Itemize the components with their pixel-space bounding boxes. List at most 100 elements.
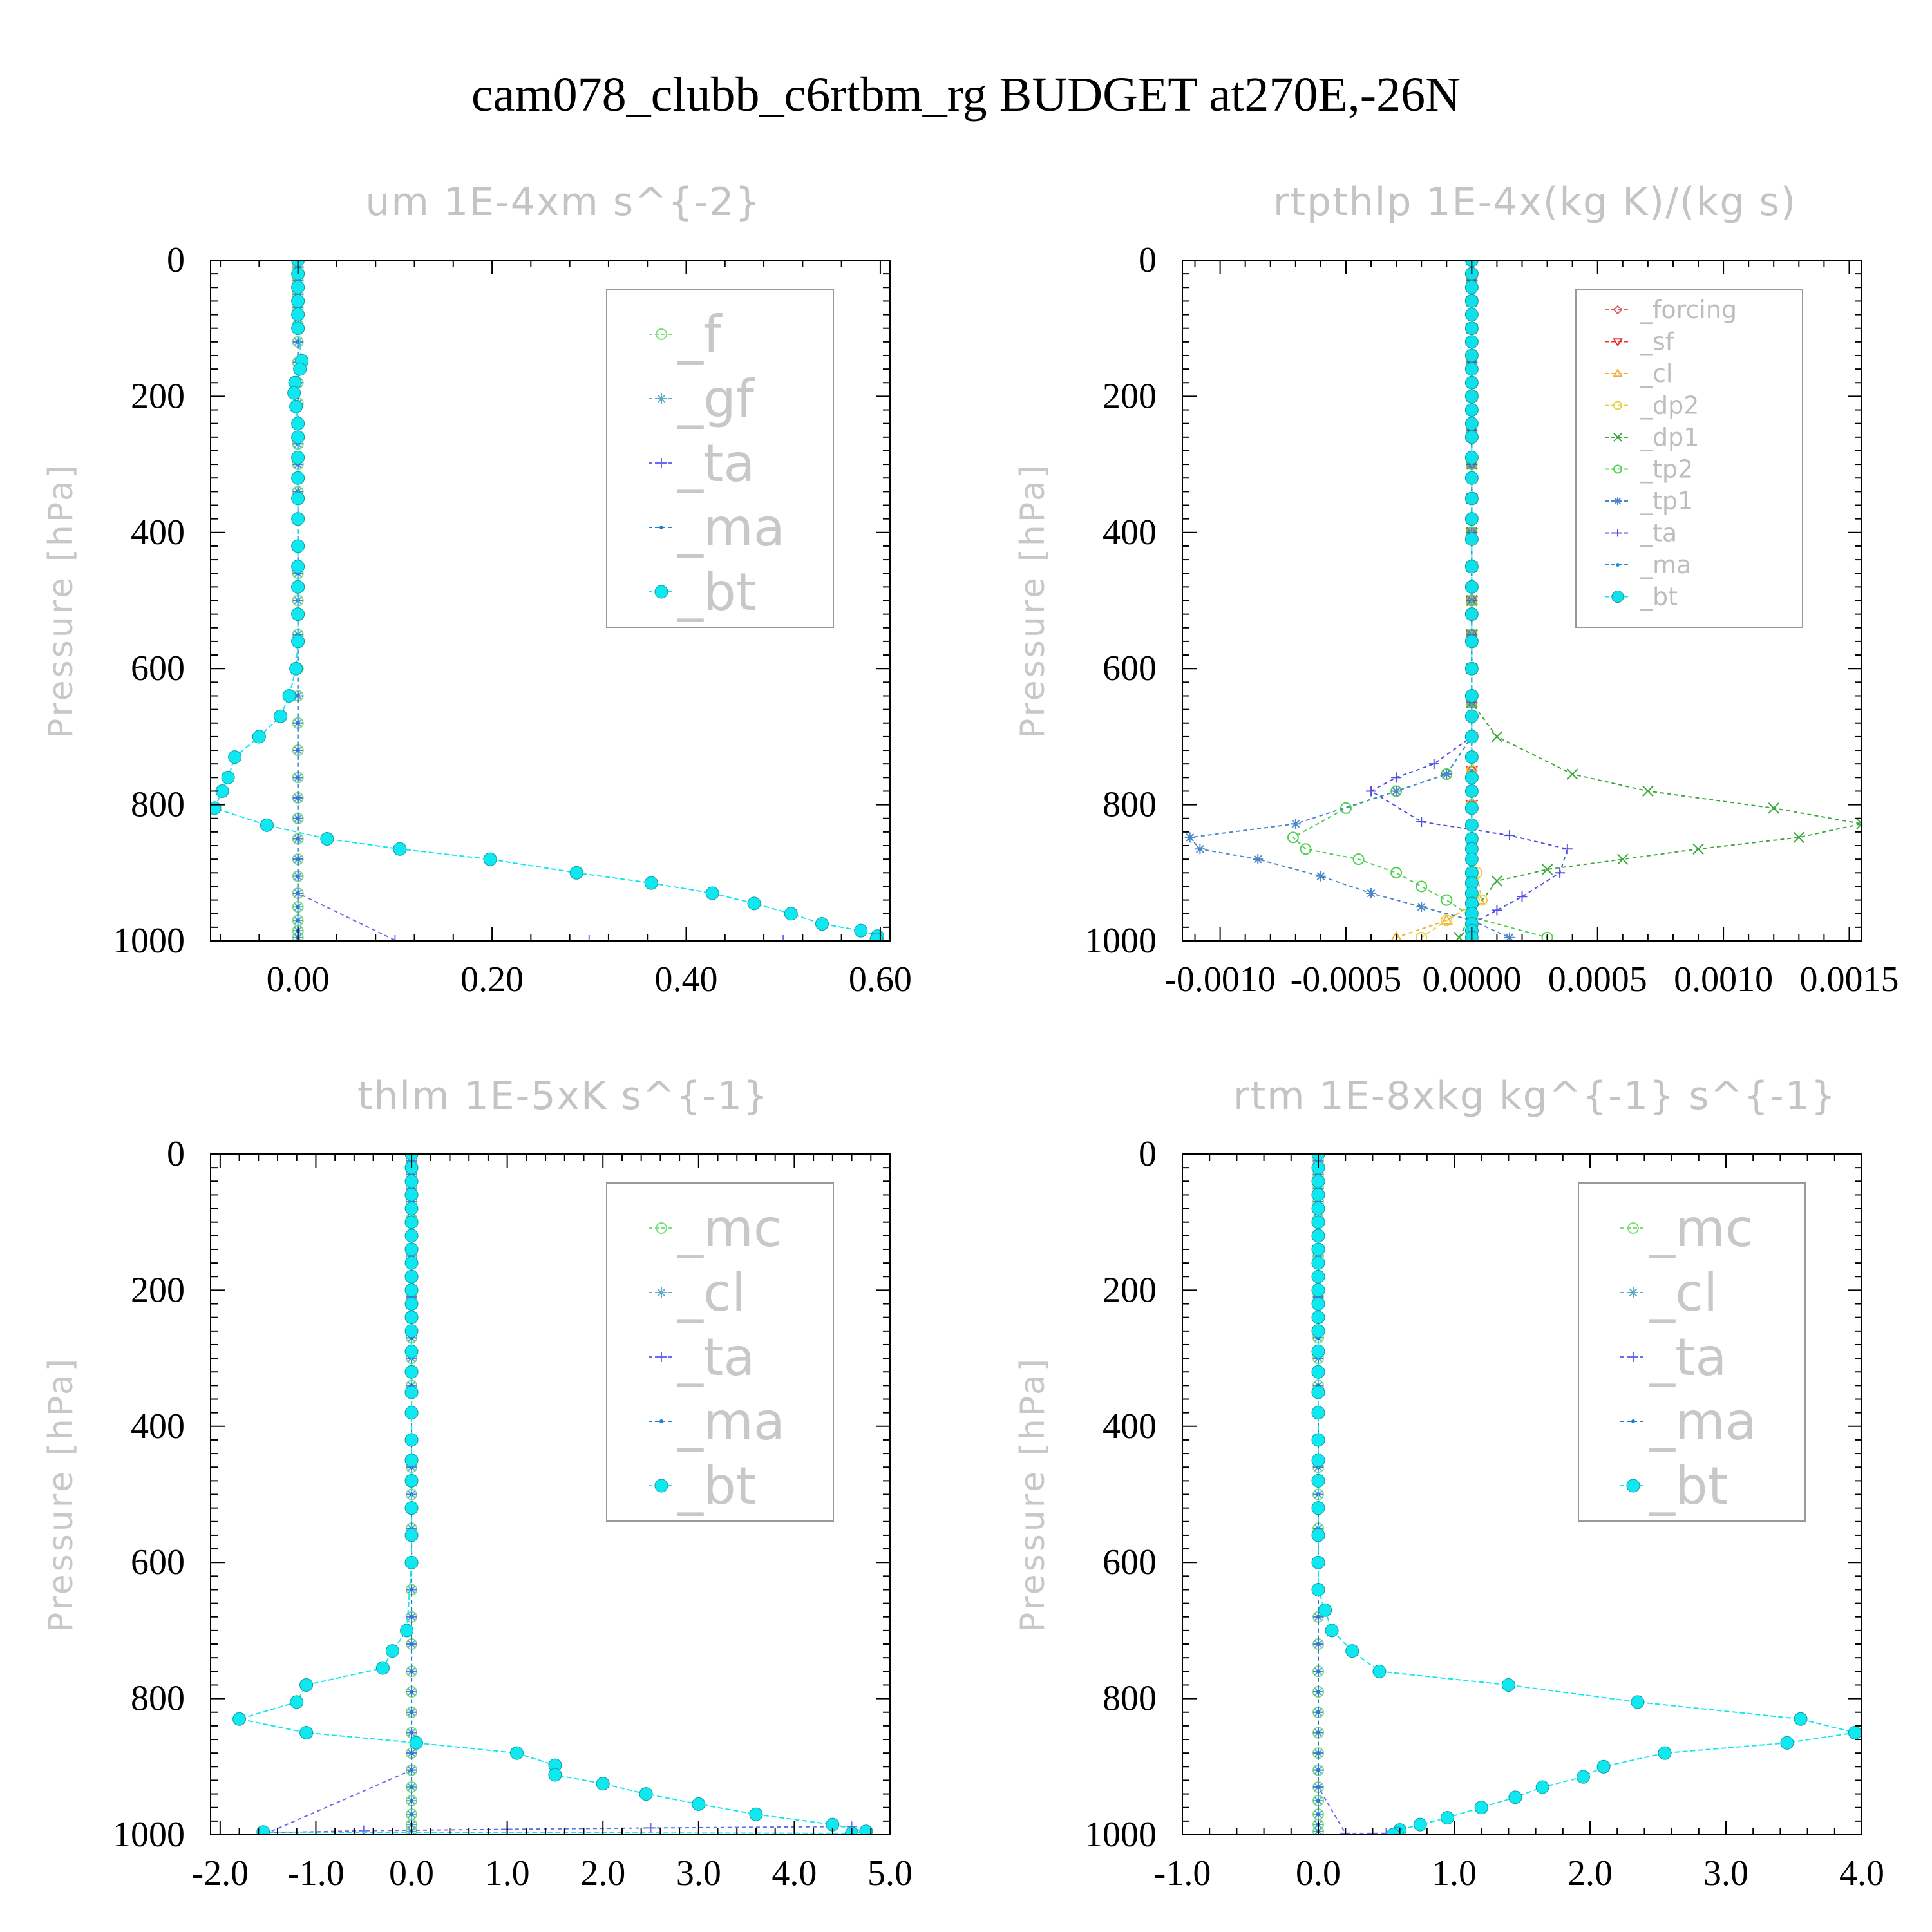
legend-marker (1628, 1287, 1638, 1298)
data-point (299, 1678, 314, 1692)
data-point (1352, 853, 1365, 866)
data-point (404, 1473, 419, 1488)
data-point (1391, 786, 1402, 797)
data-point (1416, 880, 1428, 893)
data-point (815, 917, 829, 931)
legend-label: _ta (1649, 1327, 1727, 1387)
legend-marker (656, 1352, 667, 1362)
y-tick-label: 600 (131, 649, 185, 688)
data-point (290, 1695, 304, 1709)
data-point (1454, 932, 1465, 941)
data-point (291, 417, 305, 431)
data-point (1340, 802, 1352, 814)
data-point (778, 934, 789, 941)
data-point (1474, 1801, 1488, 1815)
data-point (1311, 1365, 1325, 1379)
data-point (404, 1283, 419, 1297)
figure-title: cam078_clubb_c6rtbm_rg BUDGET at270E,-26… (471, 68, 1461, 122)
x-tick-label: -0.0005 (1291, 960, 1402, 999)
data-point (1464, 451, 1479, 465)
panel-3: thlm 1E-5xK s^{-1} Pressure [hPa] 0 200 400 6… (42, 1074, 913, 1893)
data-point (291, 321, 305, 336)
data-point (1311, 1473, 1325, 1488)
data-point (296, 891, 300, 896)
data-point (1464, 750, 1479, 764)
data-point (215, 784, 229, 798)
panel-title: rtm 1E-8xkg kg^{-1} s^{-1} (1233, 1074, 1837, 1119)
legend-marker (1613, 433, 1622, 442)
data-point (296, 796, 300, 800)
data-point (548, 1768, 562, 1782)
data-point (1311, 1269, 1325, 1283)
data-point (291, 580, 305, 594)
data-point (1316, 1751, 1320, 1756)
x-tick-label: 0.0000 (1422, 960, 1521, 999)
data-point (410, 1710, 414, 1714)
data-point (1311, 1582, 1325, 1596)
data-point (296, 775, 300, 780)
data-point (1631, 1695, 1645, 1709)
data-point (705, 886, 719, 900)
y-tick-label: 200 (1103, 1270, 1157, 1310)
legend-marker (1627, 1222, 1639, 1234)
data-point (1856, 818, 1862, 829)
y-tick-label: 200 (131, 376, 185, 416)
data-point (256, 1825, 270, 1835)
data-point (1316, 1710, 1320, 1714)
data-point (1541, 864, 1553, 875)
data-point (291, 491, 305, 506)
data-point (1441, 914, 1453, 927)
legend: _mc_cl_ta_ma_bt (606, 1182, 834, 1522)
data-point (1464, 335, 1479, 349)
data-point (291, 451, 305, 465)
data-point (1195, 844, 1206, 855)
x-tick-label: 1.0 (1432, 1853, 1477, 1893)
data-point (596, 1777, 610, 1791)
data-point (358, 1825, 369, 1835)
y-tick-label: 600 (1103, 649, 1157, 688)
legend-label: _ma (1649, 1392, 1757, 1452)
data-point (1794, 1712, 1808, 1726)
data-point (296, 874, 300, 878)
data-point (1311, 1174, 1325, 1188)
data-point (410, 1690, 414, 1694)
legend-label: _bt (1640, 583, 1678, 611)
data-point (749, 1807, 763, 1821)
y-tick-label: 0 (1139, 1134, 1157, 1174)
data-point (1325, 1624, 1339, 1638)
data-point (404, 1174, 419, 1188)
data-point (1253, 854, 1264, 865)
data-point (410, 1785, 414, 1790)
series-layer (1311, 1154, 1862, 1835)
data-point (1311, 1297, 1325, 1311)
data-point (1464, 362, 1479, 376)
data-point (1464, 280, 1479, 294)
x-tick-label: 0.0005 (1548, 960, 1647, 999)
data-point (747, 896, 761, 911)
data-point (1316, 1785, 1320, 1790)
legend-label: _cl (1649, 1263, 1718, 1323)
data-point (1464, 375, 1479, 390)
data-point (1316, 1768, 1320, 1772)
data-point (400, 1624, 414, 1638)
data-point (320, 831, 334, 846)
data-point (1596, 1759, 1611, 1774)
y-tick-label: 600 (1103, 1542, 1157, 1582)
data-point (1311, 1311, 1325, 1325)
data-point (404, 1215, 419, 1229)
data-point (1566, 768, 1578, 780)
data-point (296, 905, 300, 909)
legend-marker (1631, 1419, 1635, 1423)
data-point (404, 1242, 419, 1256)
series-line (1188, 260, 1510, 938)
data-point (404, 1324, 419, 1338)
legend-label: _ta (1640, 519, 1677, 547)
legend-box (606, 289, 834, 628)
legend-marker (659, 526, 663, 529)
data-point (1464, 580, 1479, 594)
y-tick-label: 400 (131, 1406, 185, 1446)
data-point (410, 1669, 414, 1674)
data-point (509, 1746, 524, 1760)
data-point (1311, 1242, 1325, 1256)
legend: _mc_cl_ta_ma_bt (1578, 1182, 1806, 1522)
